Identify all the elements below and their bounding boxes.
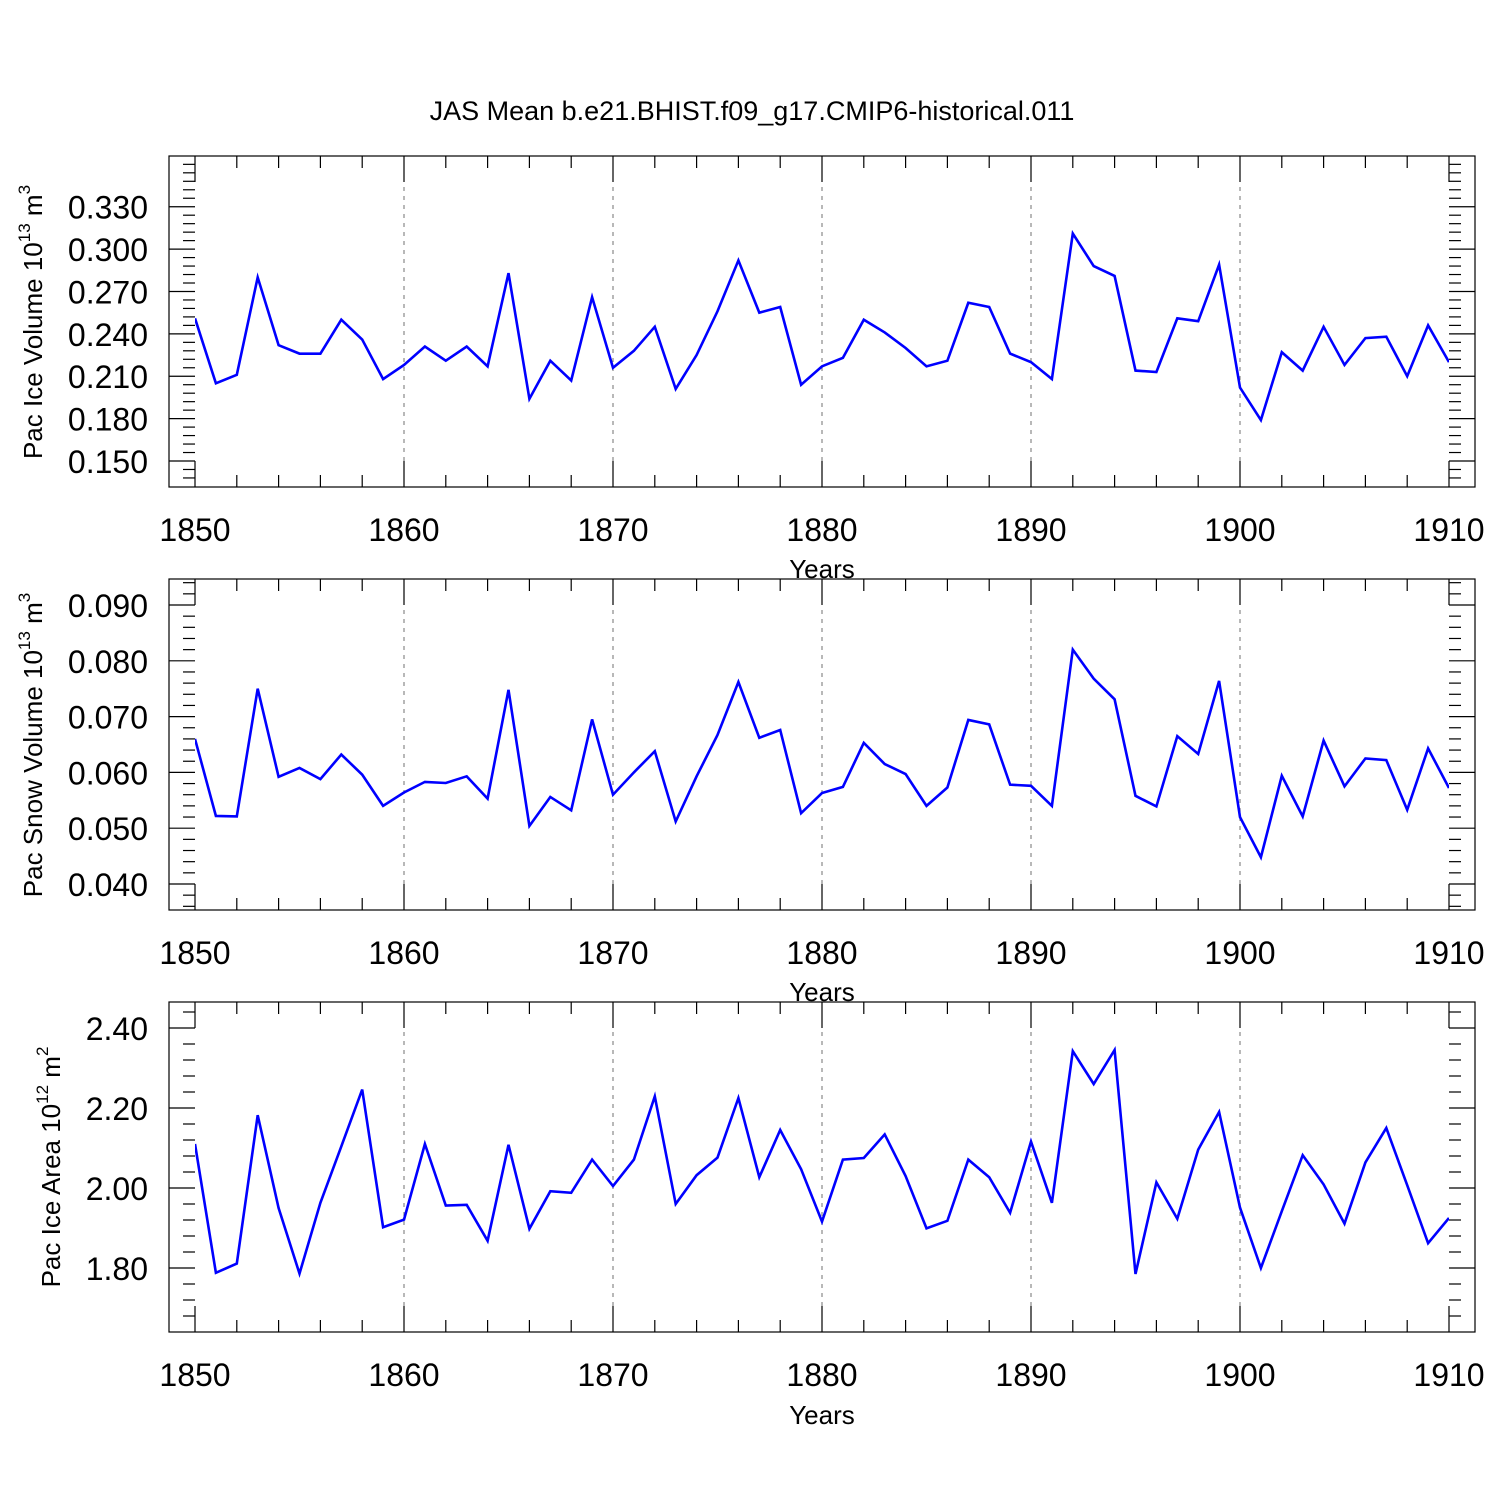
x-tick-label-ice-area: 1890 (995, 1357, 1066, 1393)
series-line-ice-area (195, 1046, 1449, 1279)
y-tick-label-ice-volume: 0.240 (68, 317, 148, 353)
x-tick-label-ice-area: 1880 (786, 1357, 857, 1393)
y-tick-label-ice-volume: 0.180 (68, 402, 148, 438)
panel-ice-volume: Pac Ice Volume 1013 m3 Years 0.1500.1800… (15, 155, 1485, 584)
y-tick-label-snow-volume: 0.080 (68, 644, 148, 680)
x-tick-label-ice-area: 1900 (1204, 1357, 1275, 1393)
y-tick-label-ice-volume: 0.150 (68, 444, 148, 480)
x-tick-label-snow-volume: 1850 (159, 935, 230, 971)
y-tick-label-snow-volume: 0.050 (68, 811, 148, 847)
y-tick-label-ice-volume: 0.270 (68, 274, 148, 310)
ylabel-snow-volume: Pac Snow Volume 1013 m3 (15, 593, 48, 897)
y-tick-label-snow-volume: 0.040 (68, 867, 148, 903)
panel-ice-area: Pac Ice Area 1012 m2 Years 1.80 2.00 2.20 2… (33, 1001, 1485, 1430)
ylabel-ice-volume: Pac Ice Volume 1013 m3 (15, 185, 48, 459)
x-tick-label-ice-area: 1870 (577, 1357, 648, 1393)
y-tick-label-snow-volume: 0.070 (68, 700, 148, 736)
y-tick-label-snow-volume: 0.090 (68, 588, 148, 624)
y-tick-label-ice-volume: 0.300 (68, 232, 148, 268)
x-tick-label-ice-volume: 1880 (786, 512, 857, 548)
series-line-snow-volume (195, 646, 1449, 861)
y-tick-label-snow-volume: 0.060 (68, 755, 148, 791)
x-tick-label-ice-volume: 1890 (995, 512, 1066, 548)
x-tick-label-snow-volume: 1880 (786, 935, 857, 971)
y-tick-label-ice-volume: 0.330 (68, 190, 148, 226)
y-tick-label-ice-area: 2.40 (86, 1011, 148, 1047)
x-tick-label-ice-area: 1850 (159, 1357, 230, 1393)
chart-title: JAS Mean b.e21.BHIST.f09_g17.CMIP6-histo… (430, 96, 1075, 126)
x-tick-label-ice-volume: 1870 (577, 512, 648, 548)
x-tick-label-ice-volume: 1860 (368, 512, 439, 548)
ylabel-ice-area: Pac Ice Area 1012 m2 (33, 1047, 66, 1288)
x-tick-label-snow-volume: 1910 (1413, 935, 1484, 971)
x-tick-label-ice-volume: 1850 (159, 512, 230, 548)
y-tick-label-ice-area: 2.20 (86, 1091, 148, 1127)
y-tick-label-ice-area: 1.80 (86, 1251, 148, 1287)
y-tick-label-ice-volume: 0.210 (68, 359, 148, 395)
x-tick-label-ice-volume: 1910 (1413, 512, 1484, 548)
x-tick-label-snow-volume: 1890 (995, 935, 1066, 971)
series-line-ice-volume (195, 229, 1449, 424)
x-tick-label-ice-area: 1860 (368, 1357, 439, 1393)
x-tick-label-snow-volume: 1900 (1204, 935, 1275, 971)
x-tick-label-ice-volume: 1900 (1204, 512, 1275, 548)
panel-snow-volume: Pac Snow Volume 1013 m3 Years 0.0400.050… (15, 578, 1485, 1007)
x-tick-label-ice-area: 1910 (1413, 1357, 1484, 1393)
xlabel-ice-area: Years (789, 1400, 855, 1430)
y-tick-label-ice-area: 2.00 (86, 1171, 148, 1207)
x-tick-label-snow-volume: 1870 (577, 935, 648, 971)
x-tick-label-snow-volume: 1860 (368, 935, 439, 971)
